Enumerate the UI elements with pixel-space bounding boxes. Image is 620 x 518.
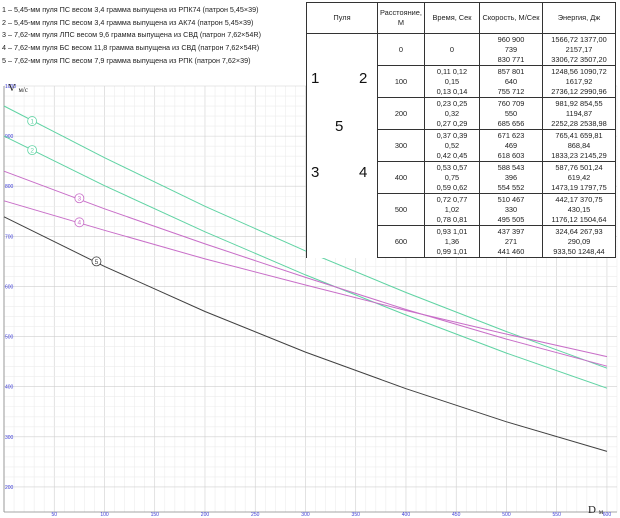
table-row: 0 0 960 900 739 830 771 1566,72 1377,00 215… [306, 33, 617, 258]
col-header-speed: Скорость, М/Сек [478, 2, 543, 34]
time-cell: 0,93 1,01 1,36 0,99 1,01 [423, 225, 480, 258]
x-tick-label: 550 [553, 512, 562, 518]
bullet-key-2: 2 [359, 70, 368, 87]
series-marker-label: 4 [78, 220, 82, 227]
time-cell: 0,53 0,57 0,75 0,59 0,62 [423, 161, 480, 194]
time-cell: 0,23 0,25 0,32 0,27 0,29 [423, 97, 480, 130]
y-tick-label: 1000 [5, 84, 16, 90]
series-marker-label: 5 [95, 259, 99, 266]
series-marker-label: 2 [30, 148, 34, 155]
x-tick-label: 150 [151, 512, 160, 518]
series-line-2 [3, 135, 608, 389]
energy-cell: 765,41 659,81 868,84 1833,23 2145,29 [541, 129, 617, 162]
x-tick-label: 600 [603, 512, 612, 518]
y-axis-label: V м/с [8, 82, 28, 94]
time-cell: 0,37 0,39 0,52 0,42 0,45 [423, 129, 480, 162]
bullet-key-cell [306, 33, 378, 258]
speed-cell: 588 543 396 554 552 [478, 161, 543, 194]
legend-item: 5 – 7,62-мм пуля ПС весом 7,9 грамма вып… [2, 55, 251, 65]
legend-item: 3 – 7,62-мм пуля ЛПС весом 9,6 грамма вы… [2, 30, 261, 40]
x-axis-label: D м [588, 504, 604, 516]
x-tick-label: 100 [100, 512, 109, 518]
bullet-key-5: 5 [335, 118, 344, 135]
series-marker-label: 3 [78, 196, 82, 203]
series-line-5 [3, 216, 608, 452]
table-row: 200 0,23 0,25 0,32 0,27 0,29 760 709 550 685… [307, 97, 617, 130]
speed-cell: 760 709 550 685 656 [478, 97, 543, 130]
series-line-1 [3, 105, 608, 369]
table-row: 600 0,93 1,01 1,36 0,99 1,01 437 397 271 441… [307, 225, 617, 258]
x-tick-label: 50 [51, 512, 57, 518]
bullet-key-1: 1 [311, 70, 320, 87]
x-tick-label: 500 [502, 512, 511, 518]
table-row: 100 0,11 0,12 0,15 0,13 0,14 857 801 640 755… [307, 65, 617, 98]
distance-cell: 300 [377, 129, 425, 162]
speed-cell: 857 801 640 755 712 [478, 65, 543, 98]
distance-cell: 400 [377, 161, 425, 194]
time-cell: 0,11 0,12 0,15 0,13 0,14 [423, 65, 480, 98]
distance-cell: 200 [377, 97, 425, 130]
col-header-energy: Энергия, Дж [541, 2, 617, 34]
col-header-distance: Расстояние, М [377, 2, 425, 34]
col-header-bullet: Пуля [306, 2, 378, 34]
bullet-key-3: 3 [311, 164, 320, 181]
energy-cell: 324,64 267,93 290,09 933,50 1248,44 [541, 225, 617, 258]
ballistics-table: Пуля Расстояние, М Время, Сек Скорость, … [306, 2, 617, 258]
series-marker-label: 1 [30, 118, 34, 125]
energy-cell: 1248,56 1090,72 1617,92 2736,12 2990,96 [541, 65, 617, 98]
energy-cell: 587,76 501,24 619,42 1473,19 1797,75 [541, 161, 617, 194]
y-tick-label: 600 [5, 284, 14, 290]
series-marker-5 [91, 256, 102, 267]
speed-cell: 437 397 271 441 460 [478, 225, 543, 258]
table-header-row: Пуля Расстояние, М Время, Сек Скорость, … [306, 2, 617, 34]
series-marker-1 [27, 116, 38, 126]
speed-cell: 671 623 469 618 603 [478, 129, 543, 162]
time-cell: 0,72 0,77 1,02 0,78 0,81 [423, 193, 480, 226]
y-tick-label: 300 [5, 435, 14, 441]
table-row: 400 0,53 0,57 0,75 0,59 0,62 588 543 396 554… [307, 161, 617, 194]
y-tick-label: 700 [5, 234, 14, 240]
series-marker-2 [27, 145, 38, 156]
x-tick-label: 250 [251, 512, 260, 518]
energy-cell: 1566,72 1377,00 2157,17 3306,72 3507,20 [541, 33, 617, 66]
y-tick-label: 200 [5, 485, 14, 491]
x-tick-label: 300 [301, 512, 310, 518]
x-tick-label: 200 [201, 512, 210, 518]
distance-cell: 500 [377, 193, 425, 226]
legend-item: 2 – 5,45-мм пуля ПС весом 3,4 грамма вып… [2, 17, 254, 27]
x-tick-label: 350 [352, 512, 361, 518]
x-tick-label: 400 [402, 512, 411, 518]
y-tick-label: 400 [5, 385, 14, 391]
energy-cell: 442,17 370,75 430,15 1176,12 1504,64 [541, 193, 617, 226]
legend-item: 4 – 7,62-мм пуля БС весом 11,8 грамма вы… [2, 43, 260, 53]
speed-cell: 960 900 739 830 771 [478, 33, 543, 66]
bullet-key-4: 4 [359, 164, 368, 181]
time-cell: 0 [423, 33, 480, 66]
table-row: 300 0,37 0,39 0,52 0,42 0,45 671 623 469 618… [307, 129, 617, 162]
distance-cell: 0 [377, 33, 425, 66]
series-marker-4 [74, 217, 85, 228]
series-marker-3 [74, 193, 85, 204]
distance-cell: 600 [377, 225, 425, 258]
distance-cell: 100 [377, 65, 425, 98]
y-tick-label: 800 [5, 184, 14, 190]
energy-cell: 981,92 854,55 1194,87 2252,28 2538,98 [541, 97, 617, 130]
x-tick-label: 450 [452, 512, 461, 518]
y-tick-label: 900 [5, 134, 14, 140]
y-tick-label: 500 [5, 335, 14, 341]
legend-item: 1 – 5,45-мм пуля ПС весом 3,4 грамма вып… [2, 5, 259, 14]
series-line-4 [3, 200, 608, 358]
series-line-3 [3, 170, 608, 367]
speed-cell: 510 467 330 495 505 [478, 193, 543, 226]
col-header-time: Время, Сек [423, 2, 480, 34]
chart-legend: 1 – 5,45-мм пуля ПС весом 3,4 грамма вып… [2, 4, 261, 68]
